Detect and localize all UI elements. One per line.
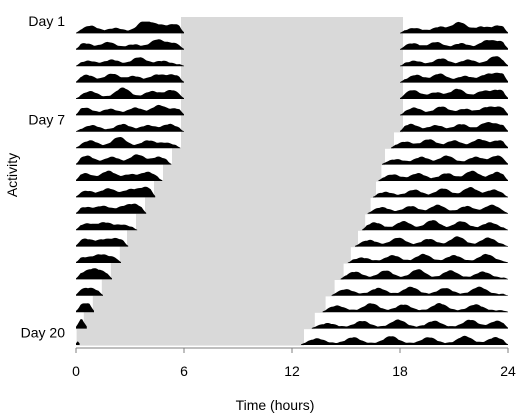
dark-period-day-15 [119, 246, 351, 264]
day-label-1: Day 1 [28, 13, 65, 29]
activity-bout-day-18-37 [322, 303, 508, 313]
activity-bout-day-5-4 [76, 87, 184, 99]
dark-period-day-14 [127, 230, 358, 248]
day-labels: Day 1 Day 7 Day 20 [21, 13, 66, 341]
dark-period-day-8 [181, 131, 394, 149]
activity-bout-day-11-30 [373, 187, 508, 198]
activity-bout-day-6-5 [76, 104, 184, 116]
activity-bout-day-17-36 [331, 286, 508, 296]
activity-bout-day-18-17 [76, 303, 94, 313]
dark-period-day-16 [110, 263, 344, 280]
activity-bout-day-14-33 [355, 236, 508, 247]
x-axis-ticks: 0 6 12 18 24 [72, 348, 516, 379]
activity-bout-day-19-18 [76, 319, 87, 329]
dark-period-day-11 [154, 181, 376, 198]
activity-bout-day-20-19 [76, 341, 80, 345]
dark-period-day-7 [181, 115, 403, 133]
dark-period-day-18 [92, 295, 326, 313]
activity-bout-day-14-13 [76, 237, 129, 247]
dark-period-day-9 [172, 148, 385, 166]
dark-period-day-5 [181, 82, 403, 100]
activity-bout-day-13-32 [362, 220, 508, 231]
dark-period-day-13 [136, 213, 366, 231]
activity-bout-day-15-14 [76, 254, 121, 263]
y-axis-title: Activity [4, 153, 20, 197]
dark-period-day-4 [181, 66, 403, 84]
activity-bout-day-2-1 [76, 39, 184, 50]
activity-bout-day-1-20 [400, 21, 508, 34]
activity-bout-day-19-38 [311, 319, 508, 329]
activity-bout-day-12-11 [76, 203, 147, 214]
activity-bout-day-11-10 [76, 186, 156, 198]
x-tick-label: 6 [180, 363, 188, 379]
activity-bout-day-4-23 [400, 72, 508, 83]
dark-period-day-6 [181, 99, 403, 116]
activity-bout-day-7-6 [76, 123, 184, 132]
activity-bout-day-20-39 [301, 335, 508, 345]
day-label-7: Day 7 [28, 111, 65, 127]
activity-bout-day-5-24 [400, 88, 508, 99]
activity-bout-day-16-15 [76, 268, 112, 280]
activity-bout-day-2-21 [400, 40, 508, 50]
activity-bout-day-9-28 [382, 155, 508, 165]
dark-period-day-1 [181, 17, 403, 34]
activity-bout-day-15-34 [347, 253, 508, 263]
dark-period-day-20 [76, 328, 304, 346]
activity-bout-day-4-3 [76, 73, 184, 83]
activity-bout-day-13-12 [76, 222, 138, 231]
x-tick-label: 24 [500, 363, 516, 379]
dark-period-day-12 [145, 197, 371, 215]
x-axis-title: Time (hours) [236, 397, 315, 413]
dark-period-day-19 [83, 312, 315, 330]
dark-period-shading [76, 17, 403, 346]
activity-bout-day-8-27 [391, 139, 508, 149]
x-tick-label: 12 [284, 363, 300, 379]
dark-period-day-10 [163, 164, 382, 182]
activity-bout-day-10-29 [378, 170, 508, 181]
dark-period-day-3 [181, 49, 403, 67]
day-label-20: Day 20 [21, 325, 66, 341]
dark-period-day-17 [101, 279, 335, 297]
activity-bout-day-1-0 [76, 21, 184, 34]
activity-bout-day-7-26 [400, 122, 508, 132]
activity-bout-day-9-8 [76, 154, 172, 165]
dark-period-day-2 [181, 33, 403, 51]
activity-bout-day-3-2 [76, 57, 184, 67]
activity-bout-day-17-16 [76, 287, 103, 296]
x-tick-label: 18 [392, 363, 408, 379]
activity-bout-day-3-22 [400, 56, 508, 67]
activity-traces [76, 21, 508, 345]
activity-bout-day-10-9 [76, 170, 163, 181]
x-tick-label: 0 [72, 363, 80, 379]
activity-bout-day-6-25 [400, 106, 508, 116]
activity-bout-day-8-7 [76, 137, 181, 149]
activity-bout-day-16-35 [340, 269, 508, 280]
activity-bout-day-12-31 [367, 204, 508, 214]
